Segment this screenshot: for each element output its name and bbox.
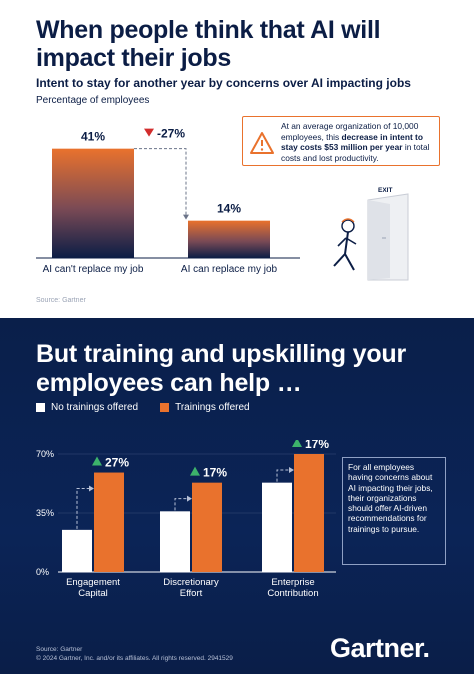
bar-training <box>94 472 124 572</box>
chart-subtitle: Intent to stay for another year by conce… <box>36 76 411 90</box>
increase-label: 17% <box>305 440 329 451</box>
category-label: Contribution <box>267 588 318 599</box>
bar-training <box>294 454 324 572</box>
change-label: -27% <box>157 127 185 141</box>
bar-value-label: 41% <box>81 130 105 144</box>
legend-swatch-orange <box>160 403 170 412</box>
intent-chart: 41% AI can't replace my job 14% AI can repl… <box>36 127 300 275</box>
page-title: When people think that AI will impact th… <box>36 16 381 72</box>
exit-illustration <box>333 193 409 281</box>
category-label: Effort <box>180 588 203 599</box>
bar-training <box>192 482 222 572</box>
increase-arrow-icon <box>292 440 302 447</box>
bottom-panel <box>0 318 474 674</box>
increase-label: 17% <box>203 466 227 480</box>
top-source: Source: Gartner <box>36 297 86 304</box>
category-label: AI can replace my job <box>181 264 278 275</box>
bar-no-training <box>160 511 190 572</box>
legend-item-training: Trainings offered <box>160 402 250 413</box>
category-label: Capital <box>78 588 108 599</box>
increase-arrow-icon <box>92 456 102 466</box>
section-headline: But training and upskilling your employe… <box>36 340 406 397</box>
increase-connector <box>76 488 90 529</box>
y-tick-label: 0% <box>36 567 49 577</box>
category-label: Engagement <box>66 577 120 588</box>
exit-label: EXIT <box>378 187 393 194</box>
increase-label: 27% <box>105 456 129 470</box>
connector-arrowhead <box>187 495 192 502</box>
top-panel: When people think that AI will impact th… <box>0 0 474 318</box>
increase-connector <box>276 469 290 482</box>
legend-item-no-training: No trainings offered <box>36 402 138 413</box>
category-label: Enterprise <box>271 577 314 588</box>
decrease-arrow-icon <box>144 128 154 137</box>
category-label: Discretionary <box>163 577 219 588</box>
connector-arrowhead <box>289 467 294 473</box>
footer-source: Source: Gartner © 2024 Gartner, Inc. and… <box>36 646 233 662</box>
bar-2 <box>188 220 270 258</box>
bar-value-label: 14% <box>217 202 241 216</box>
category-label: AI can't replace my job <box>43 264 144 275</box>
change-connector <box>134 148 187 217</box>
connector-arrowhead <box>183 214 189 220</box>
y-tick-label: 35% <box>36 508 54 518</box>
increase-connector <box>174 498 188 511</box>
unit-label: Percentage of employees <box>36 95 150 106</box>
connector-arrowhead <box>89 485 94 492</box>
recommendation-note: For all employees having concerns about … <box>342 457 446 565</box>
warning-icon <box>250 132 274 154</box>
callout-text: At an average organization of 10,000 emp… <box>281 121 430 163</box>
increase-arrow-icon <box>190 466 200 476</box>
bar-no-training <box>62 529 92 572</box>
cost-callout: At an average organization of 10,000 emp… <box>242 116 440 166</box>
legend: No trainings offered Trainings offered <box>36 402 272 413</box>
y-tick-label: 70% <box>36 449 54 459</box>
bar-1 <box>52 148 134 258</box>
bar-no-training <box>262 482 292 572</box>
gartner-logo: Gartner. <box>330 633 430 663</box>
legend-swatch-white <box>36 403 45 412</box>
